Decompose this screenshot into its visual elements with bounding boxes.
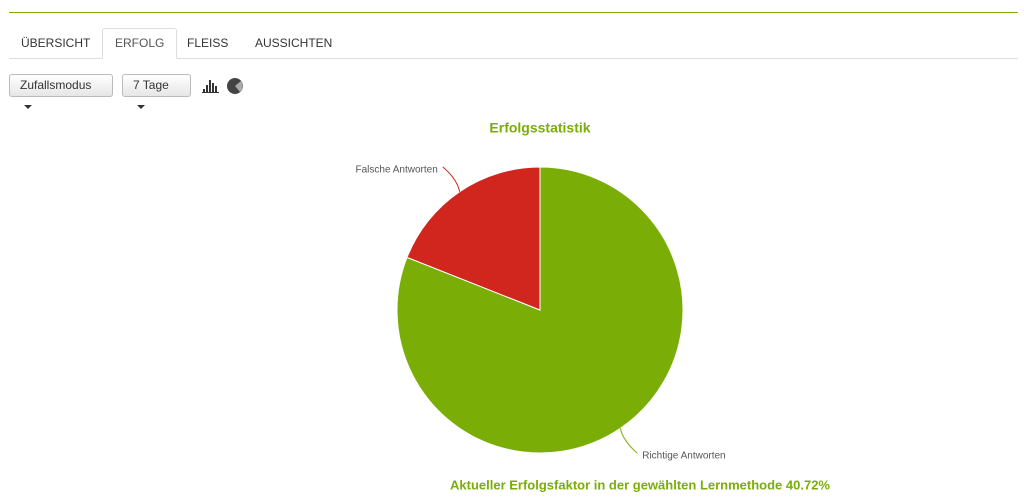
mode-dropdown[interactable]: Zufallsmodus [9,74,113,109]
leader-line [619,428,638,454]
tab-active[interactable]: ERFOLG [102,28,178,59]
tab[interactable]: AUSSICHTEN [255,36,333,50]
bar-chart-icon[interactable] [202,80,219,93]
tab[interactable]: ÜBERSICHT [21,36,91,50]
caret [137,104,145,109]
chart-title: Erfolgsstatistik [489,120,590,136]
tab-bar: ÜBERSICHT ERFOLG FLEISS AUSSICHTEN [9,28,1018,59]
leader-line [442,166,461,192]
tab[interactable]: FLEISS [187,36,229,50]
slice-label: Richtige Antworten [642,451,725,462]
pie-chart-icon[interactable] [227,78,243,94]
slice-label: Falsche Antworten [355,165,437,176]
button-label: Zufallsmodus [20,78,92,92]
caret [24,104,32,109]
top-rule [9,12,1018,13]
footer-text: Aktueller Erfolgsfaktor in der gewählten… [450,477,830,492]
button-label: 7 Tage [133,78,169,92]
period-dropdown[interactable]: 7 Tage [122,74,191,109]
